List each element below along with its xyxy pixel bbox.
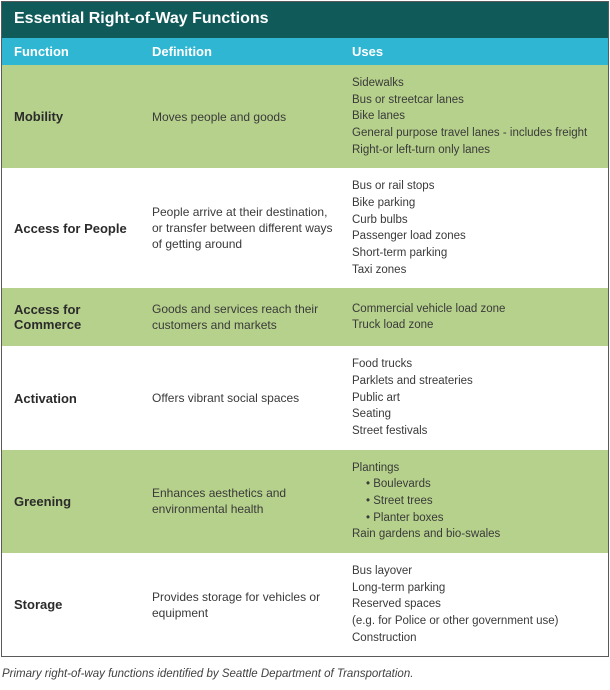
- uses-item: Bus layover: [352, 563, 600, 580]
- row-functions-table: Essential Right-of-Way Functions Functio…: [1, 1, 609, 657]
- uses-item: Public art: [352, 390, 600, 407]
- uses-item: Food trucks: [352, 356, 600, 373]
- uses-item: Seating: [352, 406, 600, 423]
- table-body: MobilityMoves people and goodsSidewalksB…: [2, 65, 608, 656]
- uses-item: (e.g. for Police or other government use…: [352, 613, 600, 630]
- uses-item: Bus or rail stops: [352, 178, 600, 195]
- table-caption: Primary right-of-way functions identifie…: [0, 658, 610, 690]
- uses-item: Right-or left-turn only lanes: [352, 142, 600, 159]
- row-function: Access for People: [2, 207, 152, 250]
- row-definition: Provides storage for vehicles or equipme…: [152, 583, 352, 627]
- row-uses: PlantingsBoulevardsStreet treesPlanter b…: [352, 450, 608, 553]
- row-function: Access for Commerce: [2, 288, 152, 346]
- uses-item: Short-term parking: [352, 245, 600, 262]
- uses-item: Reserved spaces: [352, 596, 600, 613]
- row-definition: Moves people and goods: [152, 103, 352, 131]
- uses-item: Rain gardens and bio-swales: [352, 526, 600, 543]
- table-header-row: Function Definition Uses: [2, 38, 608, 65]
- uses-item: General purpose travel lanes - includes …: [352, 125, 600, 142]
- table-row: GreeningEnhances aesthetics and environm…: [2, 450, 608, 553]
- header-definition: Definition: [152, 38, 352, 65]
- row-definition: People arrive at their destination, or t…: [152, 198, 352, 259]
- uses-item: Plantings: [352, 460, 600, 477]
- uses-item: Parklets and streateries: [352, 373, 600, 390]
- uses-item: Curb bulbs: [352, 212, 600, 229]
- table-title: Essential Right-of-Way Functions: [2, 2, 608, 38]
- header-function: Function: [2, 38, 152, 65]
- uses-item: Bike parking: [352, 195, 600, 212]
- row-function: Activation: [2, 377, 152, 420]
- uses-item: Street trees: [352, 493, 600, 510]
- row-function: Storage: [2, 583, 152, 626]
- uses-item: Planter boxes: [352, 510, 600, 527]
- row-function: Mobility: [2, 95, 152, 138]
- table-row: Access for PeoplePeople arrive at their …: [2, 168, 608, 288]
- row-uses: Food trucksParklets and streateriesPubli…: [352, 346, 608, 449]
- uses-item: Long-term parking: [352, 580, 600, 597]
- row-definition: Goods and services reach their customers…: [152, 295, 352, 339]
- row-definition: Offers vibrant social spaces: [152, 384, 352, 412]
- table-row: Access for CommerceGoods and services re…: [2, 288, 608, 346]
- row-uses: SidewalksBus or streetcar lanesBike lane…: [352, 65, 608, 168]
- uses-item: Construction: [352, 630, 600, 647]
- uses-item: Boulevards: [352, 476, 600, 493]
- row-uses: Bus layoverLong-term parkingReserved spa…: [352, 553, 608, 656]
- uses-item: Truck load zone: [352, 317, 600, 334]
- uses-item: Commercial vehicle load zone: [352, 301, 600, 318]
- table-row: StorageProvides storage for vehicles or …: [2, 553, 608, 656]
- row-function: Greening: [2, 480, 152, 523]
- uses-item: Bus or streetcar lanes: [352, 92, 600, 109]
- uses-item: Passenger load zones: [352, 228, 600, 245]
- table-row: ActivationOffers vibrant social spacesFo…: [2, 346, 608, 449]
- table-row: MobilityMoves people and goodsSidewalksB…: [2, 65, 608, 168]
- uses-item: Taxi zones: [352, 262, 600, 279]
- uses-item: Sidewalks: [352, 75, 600, 92]
- uses-item: Street festivals: [352, 423, 600, 440]
- row-uses: Bus or rail stopsBike parkingCurb bulbsP…: [352, 168, 608, 288]
- row-definition: Enhances aesthetics and environmental he…: [152, 479, 352, 523]
- uses-item: Bike lanes: [352, 108, 600, 125]
- header-uses: Uses: [352, 38, 608, 65]
- row-uses: Commercial vehicle load zoneTruck load z…: [352, 291, 608, 344]
